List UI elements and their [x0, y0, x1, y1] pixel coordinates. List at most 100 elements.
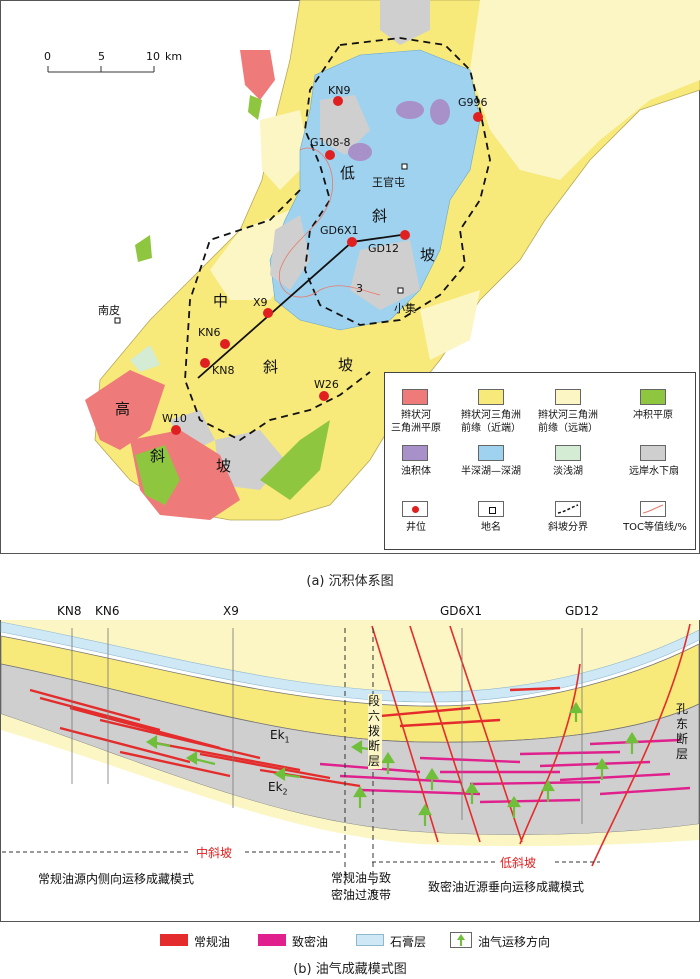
well-markers	[171, 96, 483, 435]
facies-turbidite	[396, 101, 424, 119]
section-well-label: GD6X1	[440, 604, 483, 618]
well-label: W10	[162, 412, 187, 425]
place-marker-xiaoji	[397, 287, 404, 294]
legend-swatch	[478, 445, 504, 461]
legend-place-symbol	[478, 501, 504, 517]
well-dot-kn6	[220, 339, 230, 349]
facies-map-svg	[0, 0, 700, 554]
zone-mid-slope: 斜	[263, 358, 279, 376]
toc-value: 3	[356, 282, 363, 295]
well-label: KN9	[328, 84, 351, 97]
place-label: 小集	[394, 302, 416, 315]
layer-bottom-pale	[1, 714, 699, 847]
legend-label: 井位	[406, 522, 426, 533]
legend-swatch	[402, 389, 428, 405]
slope-arrows	[2, 851, 600, 863]
legend-swatch	[258, 934, 286, 946]
layer-label-ek2: Ek2	[268, 780, 288, 797]
well-label: KN8	[212, 364, 235, 377]
toc-contour	[278, 147, 381, 298]
well-label: X9	[253, 296, 268, 309]
legend-label: 斜坡分界	[548, 522, 588, 533]
place-marker-wangguantun	[401, 163, 408, 170]
facies-shallow-lake	[130, 345, 160, 372]
zone-low-slope: 斜	[372, 207, 388, 225]
legend-label: 冲积平原	[633, 410, 673, 421]
place-marker-nanpi	[114, 317, 121, 324]
scale-tick-10: 10	[146, 50, 160, 63]
well-dot-g996	[473, 112, 483, 122]
well-label: KN6	[198, 326, 221, 339]
well-dot-x9	[263, 308, 273, 318]
scale-unit: km	[165, 50, 183, 63]
well-lines	[71, 628, 583, 824]
facies-braided-delta-plain	[85, 370, 165, 450]
cross-section: KN8 KN6 X9 GD6X1 GD12 Ek1 Ek2 段六拨断层 孔东断层…	[0, 594, 700, 924]
scale-bar	[47, 66, 155, 73]
zone-high-slope: 高	[115, 400, 131, 418]
migration-arrow-icon	[450, 932, 472, 948]
well-dot-w10	[171, 425, 181, 435]
section-well-label: X9	[223, 604, 239, 618]
section-caption: (b) 油气成藏模式图	[293, 962, 407, 977]
legend-swatch	[555, 389, 581, 405]
slope-boundary-mid	[184, 189, 371, 442]
fault-line	[519, 663, 581, 845]
low-slope-label: 低斜坡	[500, 856, 537, 870]
legend-label: 半深湖—深湖	[461, 466, 521, 477]
facies-alluvial-plain	[260, 420, 330, 500]
tight-oil-lenses	[319, 738, 691, 804]
mode-label-tight: 致密油近源垂向运移成藏模式	[428, 880, 585, 894]
legend-label: 辫状河三角洲 前缘（远端）	[538, 410, 598, 434]
legend-label: 常规油	[194, 935, 231, 949]
zone-mid-slope: 中	[213, 292, 229, 310]
facies-offshore-fan	[380, 0, 430, 45]
legend-swatch	[478, 389, 504, 405]
legend-label: 石膏层	[390, 935, 427, 949]
well-label: GD6X1	[320, 224, 359, 237]
zone-high-slope: 坡	[216, 457, 232, 475]
mode-label-conventional: 常规油源内侧向运移成藏模式	[38, 872, 195, 886]
well-label: GD12	[368, 242, 399, 255]
fault-label-kongdong: 孔东断层	[676, 702, 689, 761]
cross-section-svg	[0, 620, 700, 922]
section-well-label: KN8	[57, 604, 82, 618]
facies-alluvial-plain	[248, 95, 262, 120]
legend-swatch	[160, 934, 188, 946]
mode-label-transition: 常规油与致 密油过渡带	[330, 871, 391, 902]
facies-braided-delta-front-far	[420, 290, 480, 360]
slope-boundary-low	[304, 37, 491, 326]
legend-label: 地名	[481, 522, 501, 533]
legend-label: 辫状河三角洲 前缘（近端）	[461, 410, 521, 434]
fault-label-duanliubo: 段六拨断层	[368, 694, 382, 769]
well-dot-gd12	[400, 230, 410, 240]
legend-label: 辫状河 三角洲平原	[391, 410, 441, 434]
well-dot-kn8	[200, 358, 210, 368]
legend-swatch	[640, 389, 666, 405]
facies-turbidite	[430, 99, 450, 125]
scale-tick-5: 5	[98, 50, 105, 63]
legend-label: 远岸水下扇	[629, 466, 679, 477]
facies-alluvial-plain	[135, 235, 152, 262]
place-label: 王官屯	[372, 176, 405, 189]
conventional-oil-lenses	[29, 686, 561, 788]
zone-low-slope: 坡	[420, 246, 436, 264]
gypsum-layer	[0, 621, 700, 703]
legend-toc-symbol	[640, 501, 666, 517]
well-dot-g108	[325, 150, 335, 160]
zone-mid-slope: 坡	[338, 356, 354, 374]
zone-low-slope: 低	[340, 164, 356, 182]
legend-boundary-symbol	[555, 501, 581, 517]
well-dot-gd6x1	[347, 237, 357, 247]
layer-label-ek1: Ek1	[270, 728, 290, 745]
fault-line	[409, 625, 481, 843]
legend-label: 浊积体	[401, 466, 431, 477]
facies-braided-delta-front-far	[470, 0, 700, 180]
zone-high-slope: 斜	[150, 447, 166, 465]
fault-line	[591, 623, 691, 867]
fault-line	[371, 625, 439, 843]
layer-top-pale	[1, 620, 699, 697]
well-label: W26	[314, 378, 339, 391]
section-well-label: GD12	[565, 604, 599, 618]
facies-alluvial-plain	[135, 445, 180, 505]
